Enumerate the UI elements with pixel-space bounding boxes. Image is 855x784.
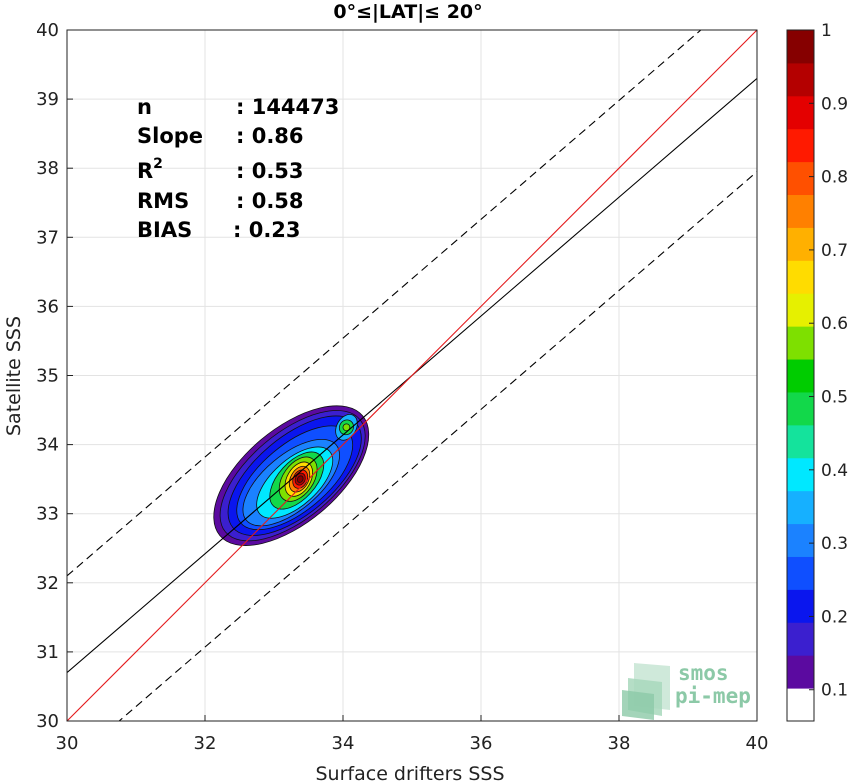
x-tick-label: 32 [194,733,217,754]
colorbar-swatch [787,260,814,294]
colorbar-tick-label: 0.1 [821,681,848,701]
x-tick-label: 30 [56,733,79,754]
colorbar-swatch [787,391,814,426]
y-tick-label: 35 [36,366,59,387]
grid [66,29,758,722]
colorbar-ticks: 0.1 0.2 0.3 0.4 0.5 0.6 0.7 0.8 0.9 1 [809,21,848,701]
y-tick-label: 34 [36,435,59,456]
density-contour [296,475,304,483]
stat-value: : 0.23 [233,218,301,242]
colorbar-swatch [787,655,814,689]
x-tick-label: 40 [746,733,769,754]
y-tick-label: 32 [36,573,59,594]
stat-key: RMS [137,189,189,213]
colorbar-frame [786,29,815,722]
colorbar-swatch [787,589,814,623]
reference-lines [67,30,757,721]
colorbar-tick-label: 0.4 [821,461,848,481]
colorbar-tick-label: 0.3 [821,534,848,554]
y-tick-label: 31 [36,642,59,663]
colorbar-swatch [787,293,814,327]
x-tick-label: 38 [608,733,631,754]
density-contours [213,405,370,546]
colorbar-swatch [787,95,814,130]
stat-value: : 0.86 [236,124,304,148]
colorbar [786,29,815,722]
colorbar-swatch [787,30,814,64]
x-tick-label: 34 [332,733,355,754]
lower-bound-line [118,171,757,721]
colorbar-swatch [787,128,814,163]
x-axis-ticks: 30 32 34 36 38 40 [56,715,769,754]
colorbar-swatch [787,688,814,722]
stat-key: BIAS [137,218,192,242]
logo-text-pimep: pi-mep [675,684,751,708]
colorbar-swatch [787,556,814,590]
colorbar-swatch [787,161,814,196]
smos-pimep-logo: smos pi-mep [622,661,751,720]
chart-title: 0°≤|LAT|≤ 20° [333,1,482,23]
colorbar-swatch [787,490,814,525]
colorbar-swatch [787,227,814,261]
colorbar-tick-label: 1 [821,21,832,41]
colorbar-tick-label: 0.8 [821,168,848,188]
x-axis-label: Surface drifters SSS [316,763,505,784]
colorbar-tick-label: 0.9 [821,94,848,114]
x-tick-label: 36 [470,733,493,754]
colorbar-swatch [787,194,814,228]
y-axis-ticks: 30 31 32 33 34 35 36 37 38 39 40 [36,20,73,732]
stat-value: : 144473 [236,95,339,119]
colorbar-tick-label: 0.6 [821,314,848,334]
y-tick-label: 37 [36,227,59,248]
colorbar-tick-label: 0.7 [821,241,848,261]
colorbar-tick-label: 0.2 [821,607,848,627]
y-axis-label: Satellite SSS [3,316,25,436]
y-tick-label: 36 [36,296,59,317]
logo-text-smos: smos [678,661,729,685]
colorbar-swatch [787,457,814,492]
logo-mark-icon [622,663,670,720]
y-tick-label: 30 [36,711,59,732]
colorbar-swatch [787,326,814,360]
y-tick-label: 40 [36,20,59,41]
stat-value: : 0.58 [236,189,304,213]
stat-key: n [137,95,152,119]
colorbar-swatch [787,523,814,557]
colorbar-swatch [787,424,814,459]
stat-superscript: 2 [153,156,163,172]
stat-value: : 0.53 [236,159,304,183]
colorbar-swatch [787,62,814,97]
y-tick-label: 39 [36,89,59,110]
y-tick-label: 33 [36,504,59,525]
identity-line [67,30,757,721]
upper-bound-line [67,30,702,577]
stat-key: Slope [137,124,203,148]
y-tick-label: 38 [36,158,59,179]
colorbar-swatch [787,359,814,393]
colorbar-tick-label: 0.5 [821,388,848,408]
colorbar-swatch [787,622,814,656]
